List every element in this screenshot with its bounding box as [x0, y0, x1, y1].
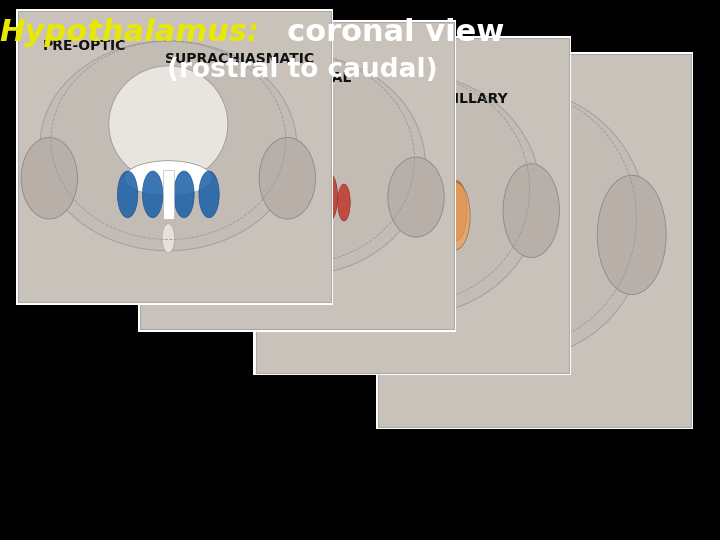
Ellipse shape [256, 172, 275, 233]
Ellipse shape [282, 64, 312, 157]
Ellipse shape [372, 176, 441, 294]
FancyBboxPatch shape [140, 22, 454, 329]
Text: TUBERAL: TUBERAL [281, 71, 352, 85]
Ellipse shape [109, 66, 228, 183]
Ellipse shape [500, 168, 513, 198]
Ellipse shape [168, 54, 426, 275]
FancyBboxPatch shape [253, 36, 571, 375]
FancyBboxPatch shape [378, 54, 691, 427]
FancyBboxPatch shape [138, 20, 456, 332]
Ellipse shape [259, 137, 315, 219]
Bar [289, 153, 305, 239]
Ellipse shape [272, 136, 322, 204]
FancyBboxPatch shape [16, 9, 333, 305]
FancyBboxPatch shape [18, 11, 331, 302]
Ellipse shape [405, 277, 420, 307]
Ellipse shape [244, 179, 256, 215]
Bar [163, 170, 174, 219]
Text: Hypothalamus:: Hypothalamus: [0, 18, 259, 47]
Text: (rostral to caudal): (rostral to caudal) [167, 57, 438, 83]
Ellipse shape [174, 171, 194, 218]
FancyBboxPatch shape [256, 38, 569, 373]
Ellipse shape [505, 194, 536, 276]
Ellipse shape [547, 209, 559, 261]
Ellipse shape [508, 115, 530, 182]
Ellipse shape [143, 171, 163, 218]
Text: PRE-OPTIC: PRE-OPTIC [43, 39, 127, 53]
Ellipse shape [150, 157, 206, 237]
Ellipse shape [418, 174, 444, 247]
Ellipse shape [388, 157, 444, 237]
Ellipse shape [398, 93, 426, 166]
Ellipse shape [291, 249, 303, 274]
Ellipse shape [319, 172, 338, 222]
Ellipse shape [271, 220, 286, 251]
Ellipse shape [477, 194, 508, 276]
Ellipse shape [361, 180, 382, 241]
Ellipse shape [276, 166, 292, 218]
Ellipse shape [284, 74, 541, 315]
Ellipse shape [445, 180, 467, 241]
Ellipse shape [390, 90, 647, 358]
Ellipse shape [40, 41, 297, 251]
Ellipse shape [21, 137, 78, 219]
Text: MAMMILLARY: MAMMILLARY [403, 92, 509, 106]
Ellipse shape [442, 183, 470, 249]
Ellipse shape [503, 164, 559, 258]
Ellipse shape [338, 184, 350, 221]
Ellipse shape [162, 224, 174, 253]
Ellipse shape [598, 176, 666, 294]
Ellipse shape [387, 179, 413, 253]
Ellipse shape [311, 220, 327, 251]
Text: SUPRACHIASMATIC: SUPRACHIASMATIC [166, 51, 315, 65]
Bar [405, 156, 419, 256]
Ellipse shape [125, 161, 212, 195]
Ellipse shape [302, 180, 318, 235]
Ellipse shape [381, 236, 400, 282]
Ellipse shape [117, 171, 138, 218]
Text: coronal view: coronal view [266, 18, 505, 47]
Ellipse shape [265, 164, 321, 258]
Ellipse shape [428, 236, 446, 282]
Ellipse shape [199, 171, 219, 218]
FancyBboxPatch shape [376, 52, 693, 429]
